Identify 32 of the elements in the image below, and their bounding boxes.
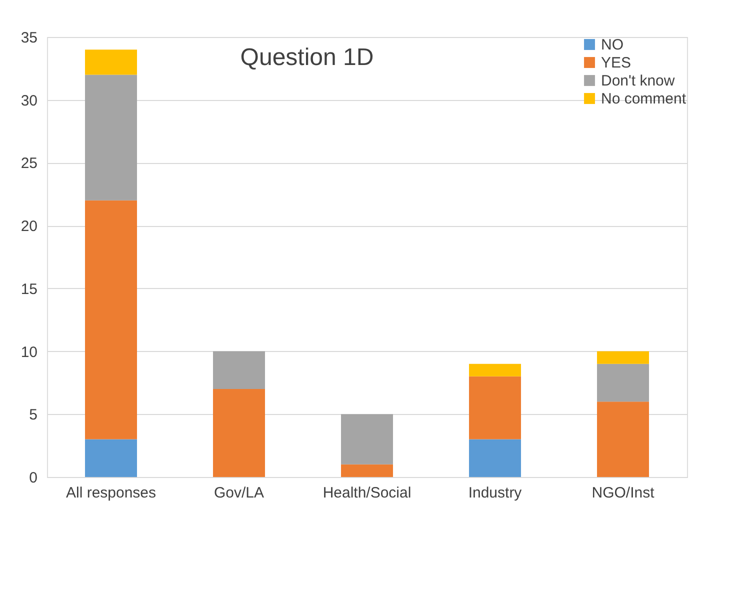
- y-tick-label: 25: [20, 155, 38, 172]
- y-tick-label: 20: [20, 218, 38, 236]
- x-tick-label: All responses: [66, 484, 156, 502]
- bar: [341, 464, 393, 477]
- x-tick-label: Industry: [468, 484, 522, 502]
- y-tick-label: 30: [20, 92, 38, 110]
- bar: [213, 351, 265, 389]
- bar: [85, 200, 137, 440]
- bar: [213, 389, 265, 477]
- legend-label: No comment: [601, 90, 687, 108]
- y-tick-label: 10: [20, 344, 38, 361]
- bar: [85, 439, 137, 477]
- bar: [597, 364, 649, 402]
- x-tick-label: Gov/LA: [214, 484, 264, 502]
- y-tick-label: 5: [29, 406, 38, 424]
- bar: [469, 376, 521, 440]
- legend-label: NO: [601, 36, 624, 54]
- legend-label: Don't know: [601, 72, 675, 90]
- y-tick-label: 0: [29, 470, 38, 486]
- bar: [85, 50, 137, 75]
- bar: [469, 439, 521, 477]
- y-tick-label: 35: [20, 30, 38, 46]
- bar: [597, 351, 649, 364]
- bar: [597, 402, 649, 477]
- chart-title: Question 1D: [240, 44, 374, 71]
- x-tick-label: NGO/Inst: [592, 484, 656, 502]
- x-tick-label: Health/Social: [322, 484, 412, 502]
- bar: [85, 74, 137, 200]
- bar: [341, 414, 393, 464]
- y-tick-label: 15: [20, 280, 38, 298]
- bar: [469, 364, 521, 376]
- legend-label: YES: [601, 54, 632, 72]
